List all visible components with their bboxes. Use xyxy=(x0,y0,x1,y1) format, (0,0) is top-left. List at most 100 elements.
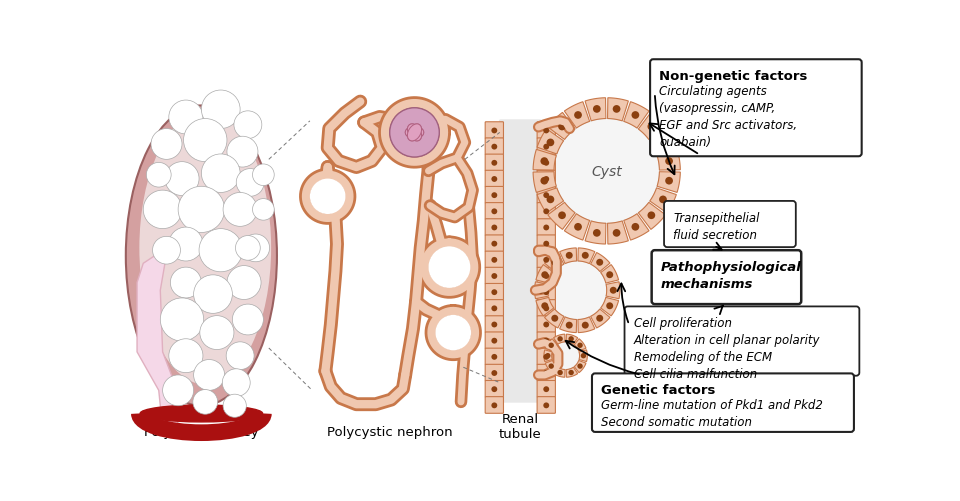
Circle shape xyxy=(593,229,601,237)
Text: Germ-line mutation of Pkd1 and Pkd2
Second somatic mutation: Germ-line mutation of Pkd1 and Pkd2 Seco… xyxy=(601,398,823,428)
Circle shape xyxy=(543,144,549,150)
Circle shape xyxy=(227,342,254,370)
FancyBboxPatch shape xyxy=(537,252,556,268)
Polygon shape xyxy=(536,265,554,284)
Text: Renal
tubule: Renal tubule xyxy=(498,412,541,440)
Circle shape xyxy=(543,322,549,328)
FancyBboxPatch shape xyxy=(592,374,854,432)
Circle shape xyxy=(551,315,559,322)
Circle shape xyxy=(543,403,549,408)
FancyBboxPatch shape xyxy=(485,365,503,381)
Circle shape xyxy=(492,386,497,392)
Circle shape xyxy=(252,199,275,221)
Circle shape xyxy=(574,112,582,120)
Polygon shape xyxy=(566,367,578,377)
FancyBboxPatch shape xyxy=(485,268,503,285)
Circle shape xyxy=(390,109,440,158)
Ellipse shape xyxy=(139,112,271,385)
Circle shape xyxy=(165,162,199,196)
Circle shape xyxy=(548,262,607,320)
Polygon shape xyxy=(579,350,588,362)
Circle shape xyxy=(546,196,554,204)
Circle shape xyxy=(492,177,497,182)
Circle shape xyxy=(193,390,218,414)
FancyBboxPatch shape xyxy=(537,268,556,285)
Circle shape xyxy=(492,322,497,328)
Circle shape xyxy=(143,191,182,229)
Ellipse shape xyxy=(126,106,276,406)
FancyBboxPatch shape xyxy=(485,252,503,268)
Polygon shape xyxy=(544,253,564,272)
Circle shape xyxy=(582,253,588,260)
FancyBboxPatch shape xyxy=(652,250,802,305)
Circle shape xyxy=(543,193,549,199)
Circle shape xyxy=(546,139,554,147)
Circle shape xyxy=(543,370,549,376)
Text: Non-genetic factors: Non-genetic factors xyxy=(660,70,807,83)
Circle shape xyxy=(492,338,497,344)
Polygon shape xyxy=(650,130,677,155)
Circle shape xyxy=(551,259,559,266)
Circle shape xyxy=(492,274,497,280)
FancyBboxPatch shape xyxy=(485,235,503,252)
Polygon shape xyxy=(544,310,564,328)
Circle shape xyxy=(169,227,203,262)
Polygon shape xyxy=(537,130,564,155)
FancyBboxPatch shape xyxy=(485,316,503,333)
Circle shape xyxy=(492,306,497,312)
Circle shape xyxy=(558,370,563,375)
Circle shape xyxy=(543,258,549,263)
Circle shape xyxy=(242,234,270,262)
Polygon shape xyxy=(537,188,564,213)
Circle shape xyxy=(543,386,549,392)
Circle shape xyxy=(665,177,673,185)
FancyBboxPatch shape xyxy=(537,203,556,220)
Circle shape xyxy=(552,342,580,370)
Ellipse shape xyxy=(140,405,263,422)
Circle shape xyxy=(541,272,548,279)
Polygon shape xyxy=(548,203,575,230)
Circle shape xyxy=(492,209,497,215)
FancyBboxPatch shape xyxy=(537,284,556,301)
Circle shape xyxy=(543,177,549,182)
Text: Pathophysiological
mechanisms: Pathophysiological mechanisms xyxy=(660,261,802,291)
Circle shape xyxy=(596,315,603,322)
Polygon shape xyxy=(533,150,557,171)
Polygon shape xyxy=(554,367,565,377)
Polygon shape xyxy=(624,214,649,240)
Circle shape xyxy=(235,236,260,261)
Circle shape xyxy=(543,306,549,312)
FancyBboxPatch shape xyxy=(537,155,556,171)
Polygon shape xyxy=(578,317,595,333)
Circle shape xyxy=(234,112,262,139)
Circle shape xyxy=(665,158,673,166)
Polygon shape xyxy=(638,113,665,140)
FancyBboxPatch shape xyxy=(499,120,541,403)
Circle shape xyxy=(252,165,275,186)
Circle shape xyxy=(223,394,247,417)
Polygon shape xyxy=(560,248,577,264)
FancyBboxPatch shape xyxy=(485,139,503,155)
Circle shape xyxy=(548,343,554,348)
Circle shape xyxy=(610,287,616,294)
Circle shape xyxy=(581,353,587,359)
Polygon shape xyxy=(548,113,575,140)
Circle shape xyxy=(169,339,203,373)
Polygon shape xyxy=(574,361,586,373)
FancyBboxPatch shape xyxy=(485,284,503,301)
Circle shape xyxy=(558,212,565,219)
Circle shape xyxy=(660,196,667,204)
FancyBboxPatch shape xyxy=(537,349,556,365)
FancyBboxPatch shape xyxy=(485,300,503,317)
Polygon shape xyxy=(407,125,421,142)
Circle shape xyxy=(612,229,620,237)
Circle shape xyxy=(492,290,497,296)
Polygon shape xyxy=(407,125,421,142)
Circle shape xyxy=(227,137,258,168)
Circle shape xyxy=(223,193,257,227)
Circle shape xyxy=(543,241,549,247)
Circle shape xyxy=(492,241,497,247)
Circle shape xyxy=(202,155,240,193)
FancyBboxPatch shape xyxy=(537,316,556,333)
Polygon shape xyxy=(137,256,179,429)
